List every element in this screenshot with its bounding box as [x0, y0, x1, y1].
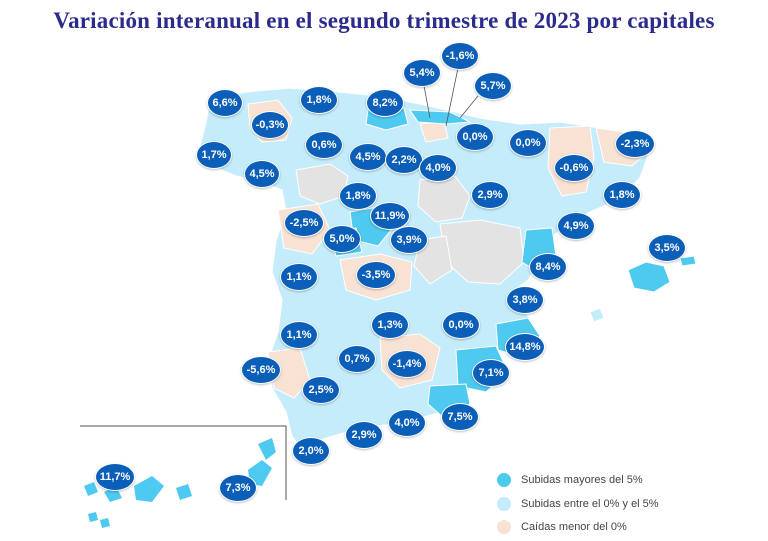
bubble-segovia: 11,9% — [370, 202, 410, 230]
bubble-lugo: -0,3% — [251, 111, 289, 139]
bubble-girona: -2,3% — [615, 130, 655, 158]
bubble-cordoba: 0,7% — [338, 345, 376, 373]
bubble-sevilla: 2,5% — [302, 376, 340, 404]
bubble-lpgc: 11,7% — [95, 463, 135, 491]
bubble-valencia: 3,8% — [506, 286, 544, 314]
canary-island-8 — [100, 518, 110, 528]
bubble-malaga: 2,9% — [345, 421, 383, 449]
bubble-burgos: 2,2% — [385, 146, 423, 174]
bubble-badajoz: 1,1% — [280, 321, 318, 349]
bubble-vitoria: -1,6% — [441, 42, 479, 70]
bubble-albacete: 0,0% — [442, 311, 480, 339]
pointer-bilbao — [423, 85, 431, 119]
bubble-valladolid: 1,8% — [339, 182, 377, 210]
bubble-castellon: 8,4% — [529, 253, 567, 281]
canary-island-3 — [134, 476, 164, 502]
bubble-granada: 4,0% — [388, 409, 426, 437]
bubble-palencia: 4,5% — [349, 143, 387, 171]
pointer-vitoria — [445, 67, 459, 127]
bubble-murcia: 7,1% — [472, 359, 510, 387]
legend-mid-swatch — [497, 497, 511, 511]
legend-high-swatch — [497, 473, 511, 487]
canary-island-4 — [176, 484, 192, 500]
bubble-almeria: 7,5% — [441, 403, 479, 431]
bubble-sansebastian: 5,7% — [474, 72, 512, 100]
canary-island-6 — [258, 438, 276, 460]
bubble-palma: 3,5% — [648, 234, 686, 262]
bubble-pontevedra: 1,7% — [196, 141, 232, 169]
bubble-coruna: 6,6% — [207, 89, 243, 117]
menorca-island — [679, 255, 697, 267]
map-title: Variación interanual en el segundo trime… — [53, 8, 715, 33]
legend-high-label: Subidas mayores del 5% — [521, 474, 643, 486]
bubble-santander: 8,2% — [366, 89, 404, 117]
pointer-sansebastian — [459, 95, 479, 119]
bubble-huelva: -5,6% — [241, 356, 281, 384]
bubble-lleida: -0,6% — [554, 154, 594, 182]
bubble-salamanca: -2,5% — [284, 209, 324, 237]
bubble-tenerife: 7,3% — [219, 474, 257, 502]
bubble-jaen: -1,4% — [387, 350, 427, 378]
bubble-ciudadreal: 1,3% — [371, 311, 409, 339]
bubble-toledo: -3,5% — [356, 261, 396, 289]
bubble-pamplona: 0,0% — [456, 123, 494, 151]
bubble-logrono: 4,0% — [419, 154, 457, 182]
canary-island-1 — [84, 482, 98, 496]
region-high-basque — [409, 109, 472, 125]
bubble-zaragoza: 2,9% — [471, 181, 509, 209]
legend-mid-label: Subidas entre el 0% y el 5% — [521, 498, 659, 510]
legend-low-label: Caídas menor del 0% — [521, 521, 627, 533]
mallorca-island — [627, 261, 671, 293]
canary-island-7 — [88, 512, 98, 522]
bubble-bilbao: 5,4% — [403, 59, 441, 87]
ibiza-island — [589, 307, 605, 323]
bubble-ourense: 4,5% — [244, 160, 280, 188]
bubble-leon: 0,6% — [305, 131, 343, 159]
bubble-barcelona: 1,8% — [603, 181, 641, 209]
bubble-huesca: 0,0% — [509, 129, 547, 157]
bubble-madrid: 3,9% — [390, 226, 428, 254]
bubble-cadiz: 2,0% — [292, 437, 330, 465]
bubble-caceres: 1,1% — [280, 263, 318, 291]
bubble-tarragona: 4,9% — [557, 212, 595, 240]
bubble-alicante: 14,8% — [505, 333, 545, 361]
bubble-oviedo: 1,8% — [300, 86, 338, 114]
bubble-avila: 5,0% — [323, 225, 361, 253]
legend-low: Caídas menor del 0% — [497, 518, 627, 536]
canary-inset-frame — [80, 425, 287, 500]
legend-mid: Subidas entre el 0% y el 5% — [497, 495, 659, 513]
region-nodata-soria — [417, 175, 471, 223]
legend-low-swatch — [497, 520, 511, 534]
legend-high: Subidas mayores del 5% — [497, 471, 643, 489]
